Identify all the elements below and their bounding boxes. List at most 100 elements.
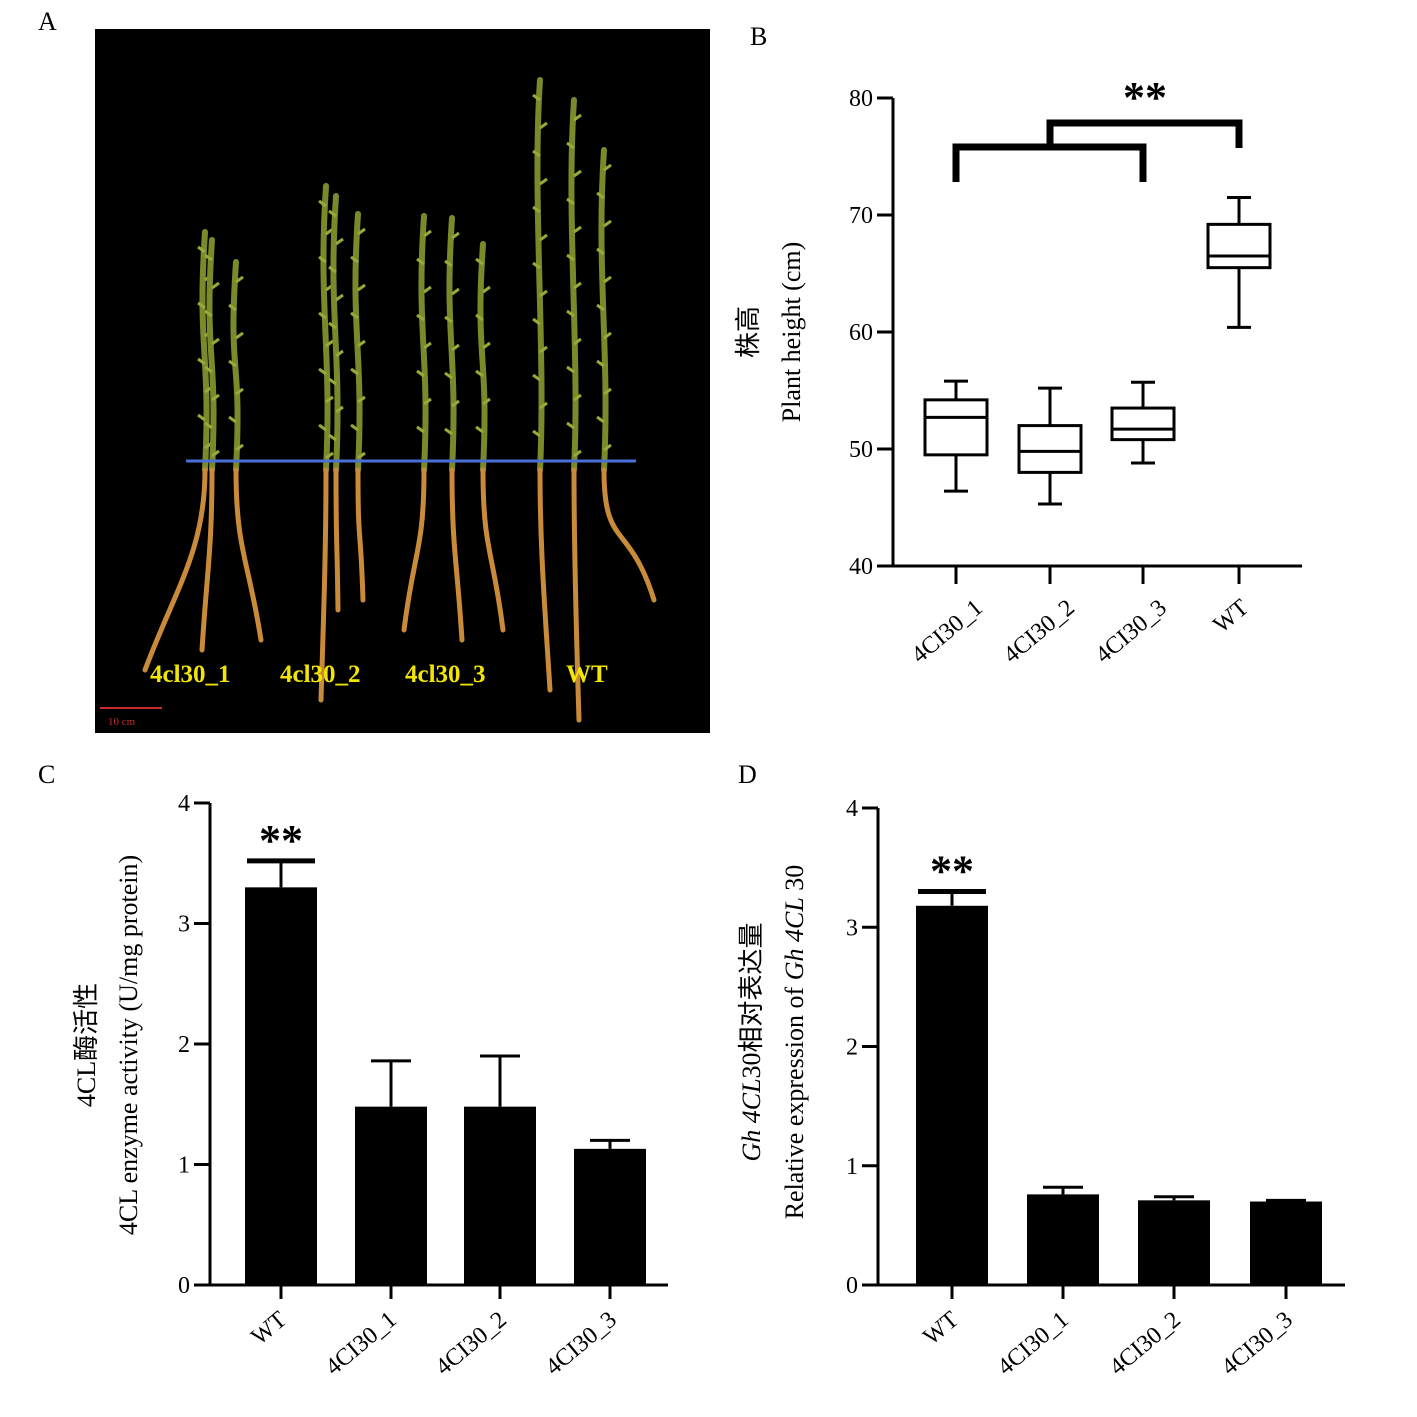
plant-node [335, 293, 344, 302]
enzyme-activity-panel: 0 1 2 3 4 ** WT 4CI30_1 4CI30_2 4CI30_3 4CL酶活性 4CL … [72, 791, 668, 1381]
plant-node [596, 191, 605, 200]
plant-node [416, 425, 425, 434]
plant-node [197, 245, 206, 254]
plant-node [328, 433, 337, 442]
expression-bar [1138, 1200, 1210, 1285]
plant-root [355, 467, 366, 603]
plant-node [328, 265, 337, 274]
panel-letter-b: B [750, 22, 767, 51]
plant-node [357, 339, 366, 348]
boxplot-x-tick-label: WT [1209, 594, 1255, 638]
plant-root [449, 467, 465, 643]
enzyme-y-title: 4CL enzyme activity (U/mg protein) [114, 855, 143, 1235]
plant-node [573, 449, 582, 458]
plant-node [204, 421, 213, 430]
plant-stem [320, 183, 331, 473]
plant-root [401, 467, 427, 633]
photo-label-4: WT [566, 661, 608, 688]
plant-node [596, 303, 605, 312]
plant-node [451, 399, 460, 408]
enzyme-x-tick-label: WT [247, 1306, 293, 1350]
plant-root [318, 467, 329, 703]
plant-node [318, 367, 327, 376]
plant-node [451, 343, 460, 352]
plant-node [423, 285, 432, 294]
plant-node [444, 259, 453, 268]
title-prefix: Relative expression of [780, 980, 809, 1219]
plant-node [532, 373, 541, 382]
boxplot-y-title: Plant height (cm) [777, 242, 806, 423]
plant-node [211, 393, 220, 402]
expression-bar [916, 905, 988, 1285]
plant-node [204, 365, 213, 374]
enzyme-y-title-cn: 4CL酶活性 [72, 983, 101, 1107]
plant-node [603, 443, 612, 452]
box-iqr [1110, 406, 1176, 442]
plant-node [539, 233, 548, 242]
plant-node [482, 341, 491, 350]
plant-node [204, 253, 213, 262]
plant-node [416, 257, 425, 266]
plant-node [566, 309, 575, 318]
plant-node [357, 451, 366, 460]
plant-node [328, 321, 337, 330]
panel-letter-c: C [38, 760, 55, 789]
plant-node [573, 281, 582, 290]
plant-stem [534, 77, 545, 473]
plant-node [482, 285, 491, 294]
significance-marker: ** [1123, 73, 1167, 122]
plant-node [475, 425, 484, 434]
significance-bracket-right [1046, 119, 1243, 148]
plant-node [596, 359, 605, 368]
enzyme-y-tick-label: 1 [178, 1153, 190, 1179]
enzyme-y-tick-label: 4 [178, 791, 190, 817]
boxplot-x-tick-label: 4CI30_1 [907, 595, 988, 669]
enzyme-significance-marker: ** [259, 816, 303, 865]
plant-root [233, 467, 264, 643]
plant-stem [352, 211, 363, 473]
plant-node [539, 121, 548, 130]
plant-node [228, 415, 237, 424]
plant-node [228, 359, 237, 368]
plant-node [416, 369, 425, 378]
plant-root [571, 467, 582, 723]
plants [142, 77, 657, 723]
plant-node [444, 371, 453, 380]
enzyme-bar [464, 1106, 536, 1285]
plant-node [475, 257, 484, 266]
plant-node [423, 229, 432, 238]
plant-node [573, 393, 582, 402]
plant-node [451, 287, 460, 296]
plant-node [318, 423, 327, 432]
plant-node [350, 367, 359, 376]
plant-node [423, 341, 432, 350]
plant-node [423, 397, 432, 406]
plant-node [475, 313, 484, 322]
expression-y-tick-label: 4 [846, 796, 858, 822]
plant-node [228, 303, 237, 312]
plant-node [211, 337, 220, 346]
boxplot-y-tick-label: 60 [849, 320, 873, 346]
plant-node [573, 337, 582, 346]
plant-node [328, 377, 337, 386]
plant-node [416, 313, 425, 322]
plant-node [566, 365, 575, 374]
plant-node [357, 283, 366, 292]
box-iqr [1206, 222, 1272, 270]
plant-node [451, 231, 460, 240]
plant-node [532, 261, 541, 270]
enzyme-x-tick-label: 4CI30_3 [541, 1307, 622, 1381]
plant-node [211, 281, 220, 290]
plant-node [566, 421, 575, 430]
plant-photo: 4cl30_1 4cl30_2 4cl30_3 WT 10 cm [95, 29, 710, 733]
plant-stem [568, 97, 579, 473]
plant-root [537, 467, 553, 693]
expression-significance-marker: ** [930, 846, 974, 895]
plant-node [204, 309, 213, 318]
plant-node [566, 141, 575, 150]
plant-node [539, 177, 548, 186]
plant-node [197, 413, 206, 422]
expression-y-tick-label: 1 [846, 1154, 858, 1180]
